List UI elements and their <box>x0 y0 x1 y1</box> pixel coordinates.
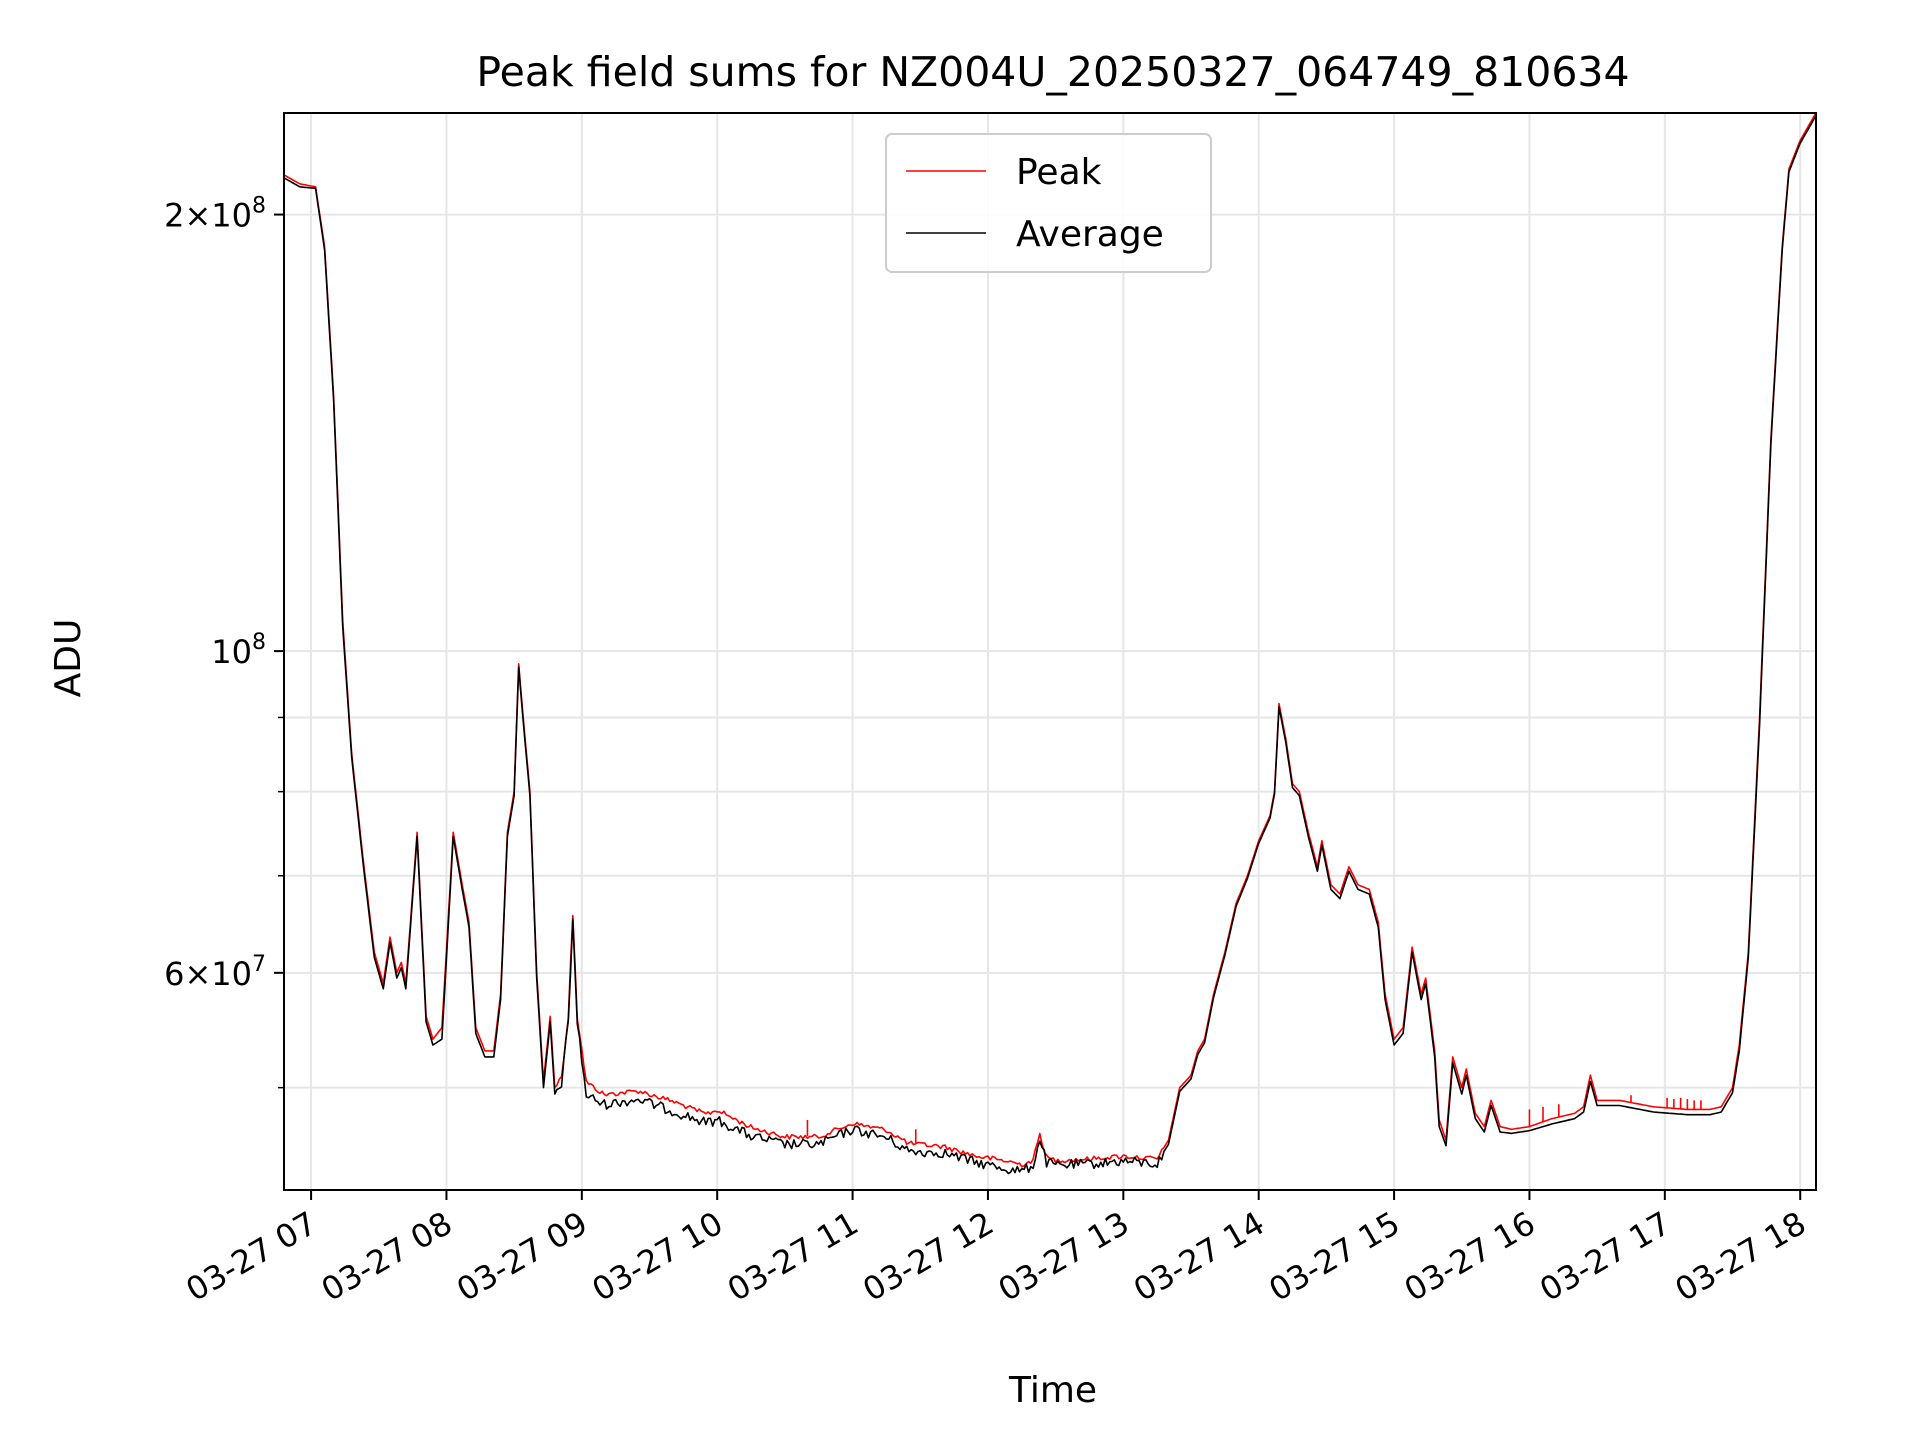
y-tick-label: 6×107 <box>164 952 266 993</box>
series-line-average <box>284 115 1816 1175</box>
y-axis-label: ADU <box>48 619 89 698</box>
legend-label-average: Average <box>1016 214 1164 255</box>
grid-lines <box>284 113 1816 1190</box>
legend-label-peak: Peak <box>1016 152 1102 193</box>
chart-title: Peak field sums for NZ004U_20250327_0647… <box>476 48 1629 96</box>
legend: Peak Average <box>885 133 1212 273</box>
legend-box <box>885 133 1212 273</box>
series-lines <box>284 113 1816 1175</box>
y-tick-label: 2×108 <box>164 194 266 235</box>
x-axis-label: Time <box>1008 1370 1097 1411</box>
y-tick-label: 108 <box>211 630 266 671</box>
spike-marks <box>806 1095 1702 1144</box>
